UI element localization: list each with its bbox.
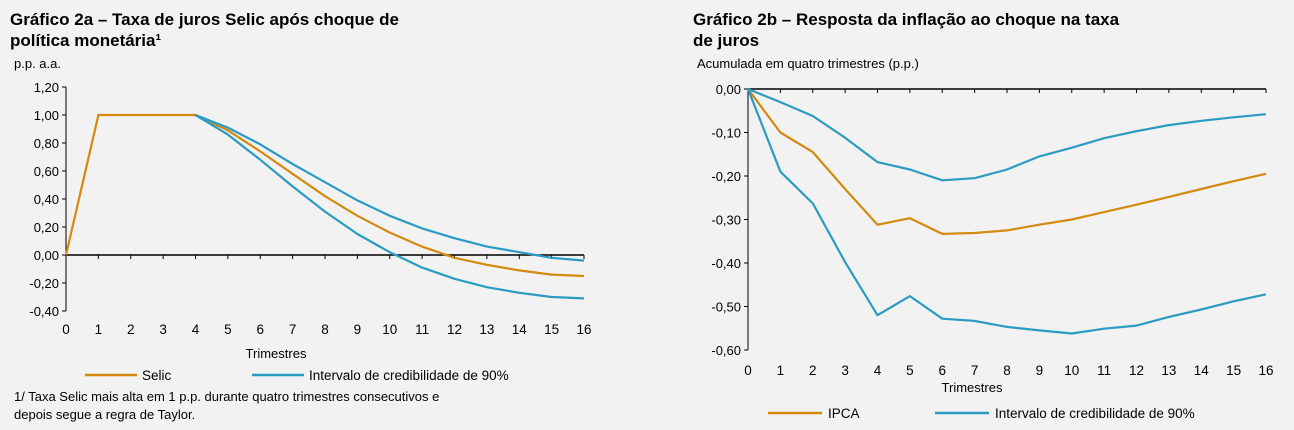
chart-2b-x-tick-label: 2: [809, 363, 817, 378]
chart-2a-x-tick-label: 16: [576, 322, 591, 337]
chart-2a-x-tick-label: 3: [159, 322, 167, 337]
chart-2a-x-tick-label: 15: [544, 322, 559, 337]
chart-2a-x-tick-label: 10: [382, 322, 397, 337]
chart-2a-legend: Selic Intervalo de credibilidade de 90%: [85, 368, 509, 383]
chart-2a-series-selic: [64, 113, 585, 278]
chart-2b-series-ipca: [747, 88, 1267, 235]
chart-2a-y-tick-label: -0,40: [29, 304, 59, 319]
chart-2b-series-interval-upper: [747, 87, 1267, 182]
chart-2a-x-tick-label: 8: [321, 322, 329, 337]
chart-2b-y-tick-label: -0,10: [711, 126, 741, 141]
chart-2a-unit-label: p.p. a.a.: [14, 56, 61, 71]
chart-2b-x-tick-label: 10: [1064, 363, 1079, 378]
chart-2a-x-tick-label: 4: [192, 322, 200, 337]
chart-2b-x-tick-label: 13: [1161, 363, 1176, 378]
chart-2a-y-tick-label: 0,40: [34, 192, 59, 207]
chart-2b-x-tick-label: 8: [1003, 363, 1011, 378]
chart-2b-x-tick-label: 9: [1036, 363, 1044, 378]
chart-2a-title-line1: Gráfico 2a – Taxa de juros Selic após ch…: [10, 10, 399, 29]
chart-2b-unit-label: Acumulada em quatro trimestres (p.p.): [697, 56, 919, 71]
chart-2b: Gráfico 2b – Resposta da inflação ao cho…: [693, 10, 1274, 421]
chart-2a-x-tick-label: 0: [62, 322, 70, 337]
chart-2a-title-line2: política monetária¹: [10, 31, 161, 50]
chart-2a-y-tick-label: 0,20: [34, 220, 59, 235]
chart-2a-y-tick-label: 0,80: [34, 136, 59, 151]
chart-2a-x-tick-label: 1: [95, 322, 103, 337]
chart-2b-x-tick-label: 11: [1097, 363, 1111, 378]
chart-2b-y-tick-label: -0,40: [711, 256, 741, 271]
chart-2a-x-tick-label: 12: [447, 322, 462, 337]
chart-2a-legend-label-interval: Intervalo de credibilidade de 90%: [309, 368, 509, 383]
chart-2b-x-tick-label: 7: [971, 363, 979, 378]
chart-2b-x-tick-label: 12: [1129, 363, 1144, 378]
chart-2a-y-tick-label: -0,20: [29, 276, 59, 291]
chart-2b-x-tick-label: 5: [906, 363, 914, 378]
chart-2b-x-tick-label: 15: [1226, 363, 1241, 378]
chart-2b-legend-label-ipca: IPCA: [828, 406, 860, 421]
chart-2b-y-tick-label: -0,60: [711, 343, 741, 358]
chart-2b-title-line2: de juros: [693, 31, 759, 50]
chart-2a-y-tick-label: 1,20: [34, 80, 59, 95]
chart-2a-x-tick-label: 7: [289, 322, 297, 337]
chart-2b-series-interval-lower: [746, 88, 1267, 335]
chart-2a-x-tick-label: 2: [127, 322, 135, 337]
chart-2a-footnote-line2: depois segue a regra de Taylor.: [14, 407, 195, 422]
chart-2b-x-tick-label: 4: [874, 363, 882, 378]
chart-2b-y-tick-label: -0,50: [711, 300, 741, 315]
chart-2b-x-tick-label: 16: [1258, 363, 1273, 378]
chart-2a-y-tick-label: 0,00: [34, 248, 59, 263]
chart-2a-x-tick-label: 5: [224, 322, 232, 337]
chart-2a-x-tick-label: 14: [512, 322, 528, 337]
chart-2b-x-tick-label: 3: [841, 363, 849, 378]
chart-2b-x-tick-label: 6: [938, 363, 946, 378]
chart-2b-title-line1: Gráfico 2b – Resposta da inflação ao cho…: [693, 10, 1120, 29]
chart-2b-y-tick-label: -0,20: [711, 169, 741, 184]
chart-2a-legend-label-selic: Selic: [142, 368, 172, 383]
chart-2a-y-tick-label: 1,00: [34, 108, 59, 123]
chart-2a-series-interval-lower: [194, 114, 585, 300]
chart-2a-x-tick-label: 6: [256, 322, 264, 337]
chart-2a-y-tick-label: 0,60: [34, 164, 59, 179]
chart-2b-y-tick-label: -0,30: [711, 213, 741, 228]
chart-2b-x-tick-label: 1: [777, 363, 785, 378]
chart-2b-x-tick-label: 14: [1194, 363, 1210, 378]
chart-2b-x-tick-label: 0: [744, 363, 752, 378]
chart-2b-x-axis-label: Trimestres: [942, 380, 1003, 395]
chart-2a-x-tick-label: 9: [354, 322, 362, 337]
chart-2a: Gráfico 2a – Taxa de juros Selic após ch…: [10, 10, 592, 422]
chart-2b-legend-label-interval: Intervalo de credibilidade de 90%: [995, 406, 1195, 421]
chart-2a-series-interval-upper: [195, 113, 585, 262]
chart-2b-legend: IPCA Intervalo de credibilidade de 90%: [768, 406, 1195, 421]
chart-2b-y-tick-label: 0,00: [716, 82, 741, 97]
chart-2a-footnote-line1: 1/ Taxa Selic mais alta em 1 p.p. durant…: [14, 389, 439, 404]
chart-2a-x-tick-label: 13: [479, 322, 494, 337]
chart-2a-x-axis-label: Trimestres: [246, 346, 307, 361]
chart-2a-x-tick-label: 11: [415, 322, 429, 337]
